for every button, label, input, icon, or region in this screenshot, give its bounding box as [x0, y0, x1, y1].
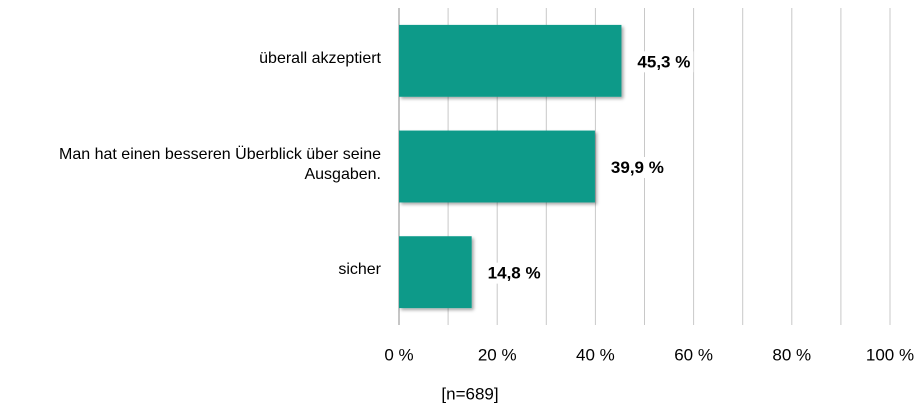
value-label-background — [634, 51, 694, 73]
x-tick-label: 60 % — [674, 345, 713, 364]
bar — [399, 236, 472, 309]
x-tick-label: 0 % — [384, 345, 413, 364]
value-label: 39,9 % — [611, 158, 664, 177]
y-tick-label: sicher — [338, 261, 381, 279]
value-label: 45,3 % — [637, 52, 690, 71]
x-tick-label: 40 % — [576, 345, 615, 364]
x-tick-label: 20 % — [478, 345, 517, 364]
value-label-background — [607, 156, 667, 178]
x-tick-label: 100 % — [866, 345, 914, 364]
value-label-background — [484, 262, 544, 284]
value-label: 14,8 % — [488, 264, 541, 283]
bar — [399, 24, 622, 97]
y-tick-label: überall akzeptiert — [259, 49, 381, 67]
note: [n=689] — [441, 384, 498, 403]
bar — [399, 130, 595, 203]
y-tick-label: Man hat einen besseren Überblick über se… — [59, 145, 381, 183]
x-tick-label: 80 % — [772, 345, 811, 364]
